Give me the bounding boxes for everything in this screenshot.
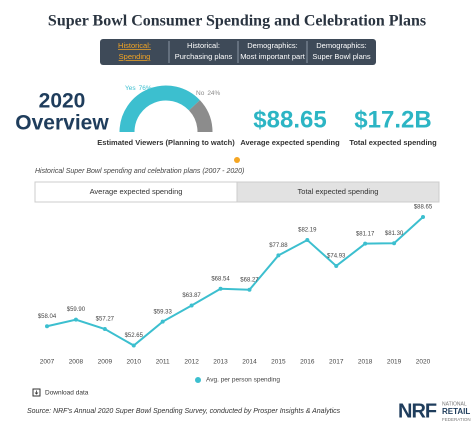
point — [189, 303, 194, 308]
gauge-label: Estimated Viewers (Planning to watch) — [97, 138, 235, 147]
data-label: $81.30 — [385, 231, 404, 237]
tab-label[interactable]: Historical: — [118, 41, 151, 50]
point — [160, 319, 165, 324]
value-label: 76% — [139, 85, 152, 92]
timeline-dot — [234, 157, 240, 163]
tab-label[interactable]: Spending — [119, 52, 151, 61]
overview-heading: Overview — [15, 112, 109, 135]
data-label: $77.88 — [269, 243, 288, 249]
data-label: $59.90 — [67, 307, 86, 313]
tab-bar: Historical: Spending Historical: Purchasing… — [100, 39, 376, 65]
download-arrow[interactable] — [34, 390, 39, 395]
gauge: Yes 76% No 24% — [119, 85, 221, 133]
tab-label[interactable]: Historical: — [187, 41, 220, 50]
x-tick-label: 2013 — [213, 359, 228, 366]
download-icon[interactable] — [32, 388, 41, 397]
x-tick-label: 2011 — [156, 359, 170, 366]
gauge-arc — [119, 85, 200, 133]
stat-label: Average expected spending — [240, 138, 340, 147]
gauge-value-label: No 24% — [196, 90, 221, 97]
x-tick-label: 2016 — [300, 359, 315, 366]
data-label: $58.04 — [38, 314, 57, 320]
x-tick-label: 2008 — [69, 359, 84, 366]
point — [421, 214, 425, 219]
data-label: $57.27 — [96, 317, 115, 323]
stat-value: $17.2B — [354, 106, 431, 133]
logo-mark: NRF — [398, 400, 437, 422]
tab-label[interactable]: Purchasing plans — [175, 52, 233, 61]
chart-tab-label[interactable]: Total expected spending — [298, 187, 379, 196]
data-label: $52.65 — [125, 333, 144, 339]
logo-text: FEDERATION — [442, 417, 471, 422]
chart-subtitle: Historical Super Bowl spending and celeb… — [35, 168, 244, 175]
x-tick-label: 2018 — [358, 359, 373, 366]
tab-label[interactable]: Most important part — [240, 52, 306, 61]
x-tick-label: 2020 — [416, 359, 431, 366]
data-label: $68.54 — [211, 276, 230, 282]
gauge-arc — [188, 100, 213, 133]
legend-name: Yes — [125, 85, 136, 92]
point — [276, 253, 281, 258]
x-tick-label: 2010 — [127, 359, 142, 366]
overview-heading: 2020 — [39, 90, 86, 113]
x-tick-label: 2015 — [271, 359, 286, 366]
point — [363, 241, 368, 246]
point — [131, 343, 136, 348]
data-label: $81.17 — [356, 231, 375, 237]
data-label: $68.27 — [240, 277, 259, 283]
point — [102, 327, 107, 332]
point — [45, 324, 49, 329]
legend-name: No — [196, 90, 205, 97]
chart-tab-label[interactable]: Average expected spending — [90, 187, 183, 196]
point — [392, 241, 397, 246]
stat-label: Total expected spending — [349, 138, 437, 147]
gauge-value-label: Yes 76% — [125, 85, 152, 92]
tab-label[interactable]: Demographics: — [247, 41, 297, 50]
data-label: $88.65 — [414, 205, 433, 211]
legend-label: Avg. per person spending — [206, 377, 280, 384]
x-tick-label: 2014 — [242, 359, 257, 366]
logo-text: RETAIL — [442, 407, 470, 416]
source-note: Source: NRF's Annual 2020 Super Bowl Spe… — [27, 408, 341, 415]
value-label: 24% — [207, 90, 220, 97]
data-label: $82.19 — [298, 228, 317, 234]
point — [305, 238, 310, 243]
x-tick-label: 2019 — [387, 359, 402, 366]
stat-value: $88.65 — [253, 106, 326, 133]
line — [46, 216, 424, 347]
chart-tab[interactable] — [236, 181, 440, 203]
point — [247, 287, 252, 292]
data-label: $59.33 — [154, 309, 173, 315]
x-tick-label: 2007 — [40, 359, 55, 366]
download-link[interactable]: Download data — [45, 390, 89, 397]
data-label: $63.87 — [182, 293, 201, 299]
x-tick-label: 2009 — [98, 359, 113, 366]
tab-label[interactable]: Demographics: — [316, 41, 366, 50]
tab-label[interactable]: Super Bowl plans — [312, 52, 371, 61]
legend-marker — [195, 377, 201, 383]
point — [218, 286, 223, 291]
page-title: Super Bowl Consumer Spending and Celebra… — [48, 13, 426, 30]
x-tick-label: 2017 — [329, 359, 344, 366]
plot: 2007 2008 2009 2010 2011 2012 2013 2014 2015 2016… — [38, 205, 433, 384]
x-tick-label: 2012 — [184, 359, 199, 366]
logo-text: NATIONAL — [442, 401, 467, 407]
point — [73, 317, 78, 322]
data-label: $74.93 — [327, 254, 346, 260]
point — [334, 263, 339, 268]
